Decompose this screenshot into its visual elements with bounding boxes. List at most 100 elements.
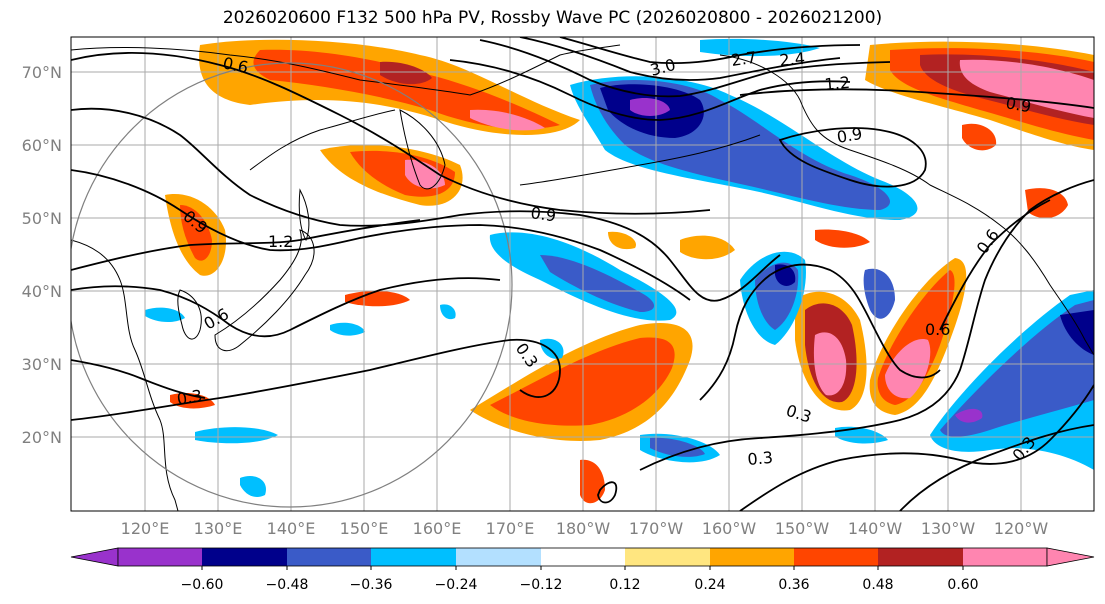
- colorbar-tick-label-6: 0.12: [609, 577, 640, 593]
- lat-label-60: 60°N: [22, 136, 62, 155]
- contour-line-9: [479, 39, 891, 98]
- negative-anomaly-west-coast-core: [940, 300, 1094, 437]
- colorbar-segment-3: [287, 548, 371, 566]
- positive-anomaly-small-6: [608, 231, 636, 250]
- pv-contours: [71, 37, 1094, 511]
- colorbar-segment-1: [118, 548, 202, 566]
- colorbar-segment-7: [625, 548, 710, 566]
- colorbar-segment-11: [963, 548, 1047, 566]
- lat-label-20: 20°N: [22, 428, 62, 447]
- colorbar-extend-high: [1046, 547, 1095, 567]
- contour-line-16: [699, 263, 941, 401]
- lon-label-170w: 170°W: [629, 519, 684, 538]
- lon-label-130w: 130°W: [921, 519, 976, 538]
- contour-label-15: 0.9: [835, 124, 863, 147]
- coastline-aleutians: [519, 134, 761, 186]
- contour-line-1: [71, 51, 711, 215]
- positive-anomaly-small-3: [815, 229, 870, 248]
- positive-anomaly-small-5: [962, 123, 997, 151]
- lon-label-180w: 180°W: [556, 519, 611, 538]
- contour-label-4: 0.9: [529, 203, 557, 225]
- coastline-alaska: [719, 54, 1094, 356]
- contour-line-2: [71, 107, 781, 302]
- contour-label-3: 1.2: [268, 232, 293, 251]
- coastline-okhotsk: [249, 109, 396, 171]
- lon-label-130e: 130°E: [194, 519, 243, 538]
- negative-anomaly-central-core: [540, 255, 655, 312]
- positive-anomaly-gulf-pink: [885, 339, 931, 399]
- colorbar-segment-10: [878, 548, 963, 566]
- contour-label-1: 0.6: [221, 53, 250, 77]
- negative-anomaly-north-small: [700, 38, 820, 57]
- negative-anomaly-south-1: [195, 427, 278, 444]
- negative-anomaly-small-3: [540, 338, 564, 359]
- contour-label-14: 2.4: [779, 49, 806, 70]
- lon-label-150w: 150°W: [775, 519, 830, 538]
- contour-line-19: [939, 199, 1051, 331]
- contour-line-17: [899, 424, 1094, 511]
- colorbar-segment-2: [202, 548, 287, 566]
- negative-anomaly-small-1: [145, 307, 185, 323]
- contour-label-11: 0.6: [925, 320, 950, 339]
- colorbar-segment-5: [456, 548, 541, 566]
- colorbar-tick-label-7: 0.24: [694, 577, 725, 593]
- colorbar-tick-label-2: −0.48: [266, 577, 309, 593]
- contour-line-5: [71, 359, 206, 399]
- positive-anomaly-small-1: [345, 290, 410, 307]
- negative-anomaly-small-4: [863, 268, 895, 319]
- longitude-labels: 120°E 130°E 140°E 150°E 160°E 170°E 180°…: [121, 519, 1049, 538]
- contour-line-3: [71, 169, 691, 301]
- contour-line-7: [71, 219, 421, 271]
- colorbar-tick-label-3: −0.36: [350, 577, 393, 593]
- lon-label-170e: 170°E: [486, 519, 535, 538]
- coastline-sakhalin: [298, 188, 310, 242]
- colorbar-tick-label-8: 0.36: [778, 577, 809, 593]
- contour-line-10: [519, 37, 841, 81]
- contour-line-8: [449, 59, 851, 121]
- positive-anomaly-small-4: [1025, 188, 1068, 219]
- negative-anomaly-west-coast-deep: [1060, 310, 1094, 355]
- colorbar-tick-label-4: −0.24: [435, 577, 478, 593]
- projection-circle: [71, 62, 513, 508]
- lon-label-140w: 140°W: [848, 519, 903, 538]
- map-border: [70, 36, 1095, 512]
- lon-label-140e: 140°E: [267, 519, 316, 538]
- lon-label-160w: 160°W: [702, 519, 757, 538]
- colorbar-segment-9: [794, 548, 878, 566]
- negative-anomaly-small-5: [440, 304, 456, 320]
- positive-anomaly-central-pacific-core: [490, 337, 675, 426]
- lon-label-120w: 120°W: [994, 519, 1049, 538]
- map-title: 2026020600 F132 500 hPa PV, Rossby Wave …: [222, 8, 883, 28]
- colorbar-tick-label-9: 0.48: [862, 577, 893, 593]
- lat-label-40: 40°N: [22, 282, 62, 301]
- contour-line-18: [597, 481, 618, 504]
- colorbar-segment-6: [541, 548, 625, 566]
- contour-line-4: [71, 277, 501, 338]
- lat-label-70: 70°N: [22, 63, 62, 82]
- latitude-labels: 70°N 60°N 50°N 40°N 30°N 20°N: [22, 63, 62, 447]
- colorbar-segments: [117, 547, 1048, 567]
- contour-label-7: 0.3: [175, 386, 203, 409]
- contour-label-10: 0.3: [747, 448, 774, 469]
- negative-anomaly-small-2: [330, 322, 365, 336]
- colorbar-tick-label-5: −0.12: [520, 577, 563, 593]
- lat-label-50: 50°N: [22, 209, 62, 228]
- colorbar-ticks: −0.60 −0.48 −0.36 −0.24 −0.12 0.12 0.24 0.36 0.4…: [181, 566, 979, 593]
- contour-line-6: [71, 338, 561, 421]
- coastline-east-asia: [71, 239, 179, 511]
- colorbar-tick-label-10: 0.60: [947, 577, 978, 593]
- lon-label-120e: 120°E: [121, 519, 170, 538]
- colorbar-segment-4: [371, 548, 456, 566]
- negative-anomaly-south-2-core: [650, 437, 705, 457]
- colorbar-extend-low: [70, 547, 119, 567]
- negative-anomaly-west-coast-purple: [955, 408, 983, 423]
- negative-anomaly-bering-purple: [630, 98, 670, 116]
- contour-line-13: [739, 88, 1094, 109]
- map-panel: 0.6 0.9 1.2 0.9 1.2 0.6 0.3 0.3 0.3 0.3 …: [71, 37, 1094, 511]
- colorbar-segment-8: [710, 548, 794, 566]
- contour-line-11: [559, 37, 861, 65]
- positive-anomaly-okhotsk-pink: [405, 159, 445, 189]
- lat-label-30: 30°N: [22, 355, 62, 374]
- graticule: [71, 37, 1094, 511]
